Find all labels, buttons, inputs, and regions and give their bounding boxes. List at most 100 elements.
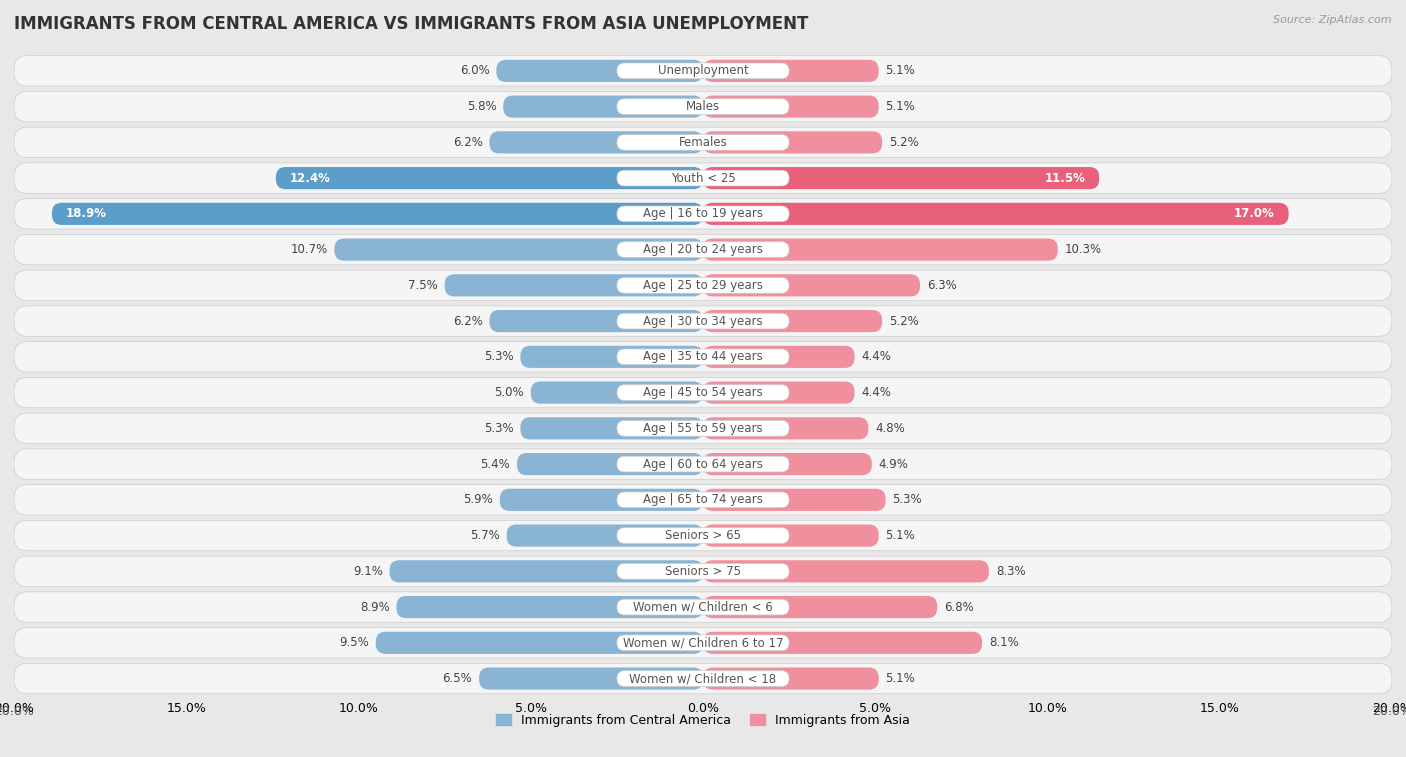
FancyBboxPatch shape <box>52 203 703 225</box>
Text: 9.1%: 9.1% <box>353 565 382 578</box>
Text: Unemployment: Unemployment <box>658 64 748 77</box>
FancyBboxPatch shape <box>14 163 1392 193</box>
Text: 8.1%: 8.1% <box>988 637 1019 650</box>
FancyBboxPatch shape <box>14 413 1392 444</box>
Text: 7.5%: 7.5% <box>408 279 437 292</box>
Text: Age | 20 to 24 years: Age | 20 to 24 years <box>643 243 763 256</box>
FancyBboxPatch shape <box>531 382 703 403</box>
FancyBboxPatch shape <box>703 560 988 582</box>
Text: Males: Males <box>686 100 720 113</box>
Text: 5.2%: 5.2% <box>889 136 918 149</box>
FancyBboxPatch shape <box>617 313 789 329</box>
FancyBboxPatch shape <box>703 596 938 618</box>
FancyBboxPatch shape <box>14 663 1392 693</box>
FancyBboxPatch shape <box>276 167 703 189</box>
FancyBboxPatch shape <box>14 92 1392 122</box>
FancyBboxPatch shape <box>617 492 789 508</box>
Text: 8.9%: 8.9% <box>360 600 389 614</box>
FancyBboxPatch shape <box>14 270 1392 301</box>
Text: 20.0%: 20.0% <box>1372 706 1406 718</box>
Text: Age | 65 to 74 years: Age | 65 to 74 years <box>643 494 763 506</box>
Text: 6.3%: 6.3% <box>927 279 956 292</box>
Text: Age | 25 to 29 years: Age | 25 to 29 years <box>643 279 763 292</box>
FancyBboxPatch shape <box>703 346 855 368</box>
Text: 9.5%: 9.5% <box>339 637 368 650</box>
FancyBboxPatch shape <box>703 131 882 154</box>
Text: 5.3%: 5.3% <box>893 494 922 506</box>
FancyBboxPatch shape <box>703 382 855 403</box>
Text: Age | 35 to 44 years: Age | 35 to 44 years <box>643 350 763 363</box>
FancyBboxPatch shape <box>375 632 703 654</box>
FancyBboxPatch shape <box>617 135 789 150</box>
Text: 4.9%: 4.9% <box>879 457 908 471</box>
FancyBboxPatch shape <box>703 60 879 82</box>
FancyBboxPatch shape <box>496 60 703 82</box>
FancyBboxPatch shape <box>703 167 1099 189</box>
Text: 10.3%: 10.3% <box>1064 243 1102 256</box>
FancyBboxPatch shape <box>703 95 879 117</box>
FancyBboxPatch shape <box>14 56 1392 86</box>
FancyBboxPatch shape <box>617 278 789 293</box>
FancyBboxPatch shape <box>503 95 703 117</box>
FancyBboxPatch shape <box>617 241 789 257</box>
FancyBboxPatch shape <box>617 63 789 79</box>
Text: Females: Females <box>679 136 727 149</box>
FancyBboxPatch shape <box>506 525 703 547</box>
Text: Seniors > 75: Seniors > 75 <box>665 565 741 578</box>
FancyBboxPatch shape <box>489 310 703 332</box>
FancyBboxPatch shape <box>703 238 1057 260</box>
Text: 5.8%: 5.8% <box>467 100 496 113</box>
Text: Age | 55 to 59 years: Age | 55 to 59 years <box>643 422 763 435</box>
Text: Age | 30 to 34 years: Age | 30 to 34 years <box>643 315 763 328</box>
FancyBboxPatch shape <box>703 489 886 511</box>
FancyBboxPatch shape <box>499 489 703 511</box>
FancyBboxPatch shape <box>14 127 1392 157</box>
FancyBboxPatch shape <box>520 417 703 439</box>
FancyBboxPatch shape <box>617 456 789 472</box>
Text: 17.0%: 17.0% <box>1234 207 1275 220</box>
Text: 5.1%: 5.1% <box>886 672 915 685</box>
FancyBboxPatch shape <box>520 346 703 368</box>
FancyBboxPatch shape <box>617 170 789 186</box>
Text: Women w/ Children < 6: Women w/ Children < 6 <box>633 600 773 614</box>
Text: IMMIGRANTS FROM CENTRAL AMERICA VS IMMIGRANTS FROM ASIA UNEMPLOYMENT: IMMIGRANTS FROM CENTRAL AMERICA VS IMMIG… <box>14 15 808 33</box>
Text: 5.1%: 5.1% <box>886 100 915 113</box>
FancyBboxPatch shape <box>617 635 789 651</box>
Text: 5.0%: 5.0% <box>495 386 524 399</box>
Text: Source: ZipAtlas.com: Source: ZipAtlas.com <box>1274 15 1392 25</box>
FancyBboxPatch shape <box>444 274 703 297</box>
FancyBboxPatch shape <box>14 592 1392 622</box>
FancyBboxPatch shape <box>617 420 789 436</box>
Text: 5.1%: 5.1% <box>886 64 915 77</box>
Text: 6.8%: 6.8% <box>945 600 974 614</box>
Text: Youth < 25: Youth < 25 <box>671 172 735 185</box>
FancyBboxPatch shape <box>335 238 703 260</box>
Text: 5.9%: 5.9% <box>463 494 494 506</box>
Text: 10.7%: 10.7% <box>290 243 328 256</box>
FancyBboxPatch shape <box>517 453 703 475</box>
FancyBboxPatch shape <box>14 306 1392 336</box>
FancyBboxPatch shape <box>703 525 879 547</box>
FancyBboxPatch shape <box>489 131 703 154</box>
Text: Women w/ Children < 18: Women w/ Children < 18 <box>630 672 776 685</box>
FancyBboxPatch shape <box>14 378 1392 408</box>
Text: 4.4%: 4.4% <box>862 386 891 399</box>
Text: 5.7%: 5.7% <box>470 529 499 542</box>
FancyBboxPatch shape <box>14 484 1392 515</box>
Text: 6.2%: 6.2% <box>453 315 482 328</box>
FancyBboxPatch shape <box>617 563 789 579</box>
FancyBboxPatch shape <box>703 453 872 475</box>
Text: 8.3%: 8.3% <box>995 565 1025 578</box>
FancyBboxPatch shape <box>396 596 703 618</box>
FancyBboxPatch shape <box>14 235 1392 265</box>
Text: Women w/ Children 6 to 17: Women w/ Children 6 to 17 <box>623 637 783 650</box>
FancyBboxPatch shape <box>14 341 1392 372</box>
FancyBboxPatch shape <box>703 310 882 332</box>
FancyBboxPatch shape <box>617 671 789 687</box>
FancyBboxPatch shape <box>617 385 789 400</box>
Text: Age | 45 to 54 years: Age | 45 to 54 years <box>643 386 763 399</box>
Text: 6.2%: 6.2% <box>453 136 482 149</box>
FancyBboxPatch shape <box>703 668 879 690</box>
FancyBboxPatch shape <box>389 560 703 582</box>
Text: 4.8%: 4.8% <box>875 422 905 435</box>
